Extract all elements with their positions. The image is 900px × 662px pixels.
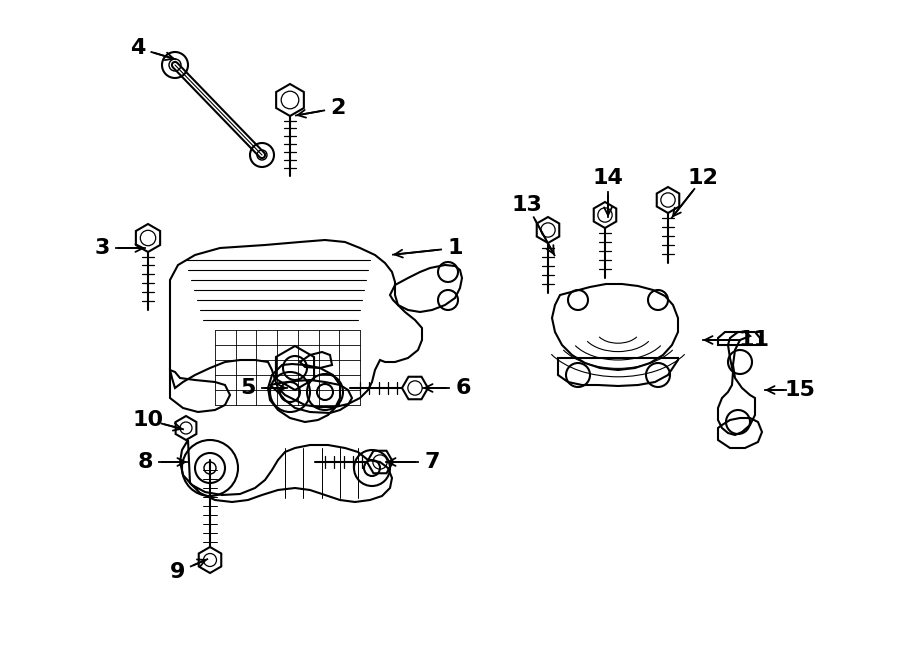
Text: 14: 14 — [592, 168, 624, 188]
Text: 1: 1 — [447, 238, 463, 258]
Text: 12: 12 — [688, 168, 718, 188]
Text: 5: 5 — [240, 378, 256, 398]
Text: 3: 3 — [94, 238, 110, 258]
Text: 10: 10 — [132, 410, 164, 430]
Text: 15: 15 — [785, 380, 815, 400]
Text: 11: 11 — [739, 330, 770, 350]
Text: 6: 6 — [455, 378, 471, 398]
Text: 13: 13 — [511, 195, 543, 215]
Text: 2: 2 — [330, 98, 346, 118]
Text: 7: 7 — [424, 452, 440, 472]
Text: 4: 4 — [130, 38, 146, 58]
Text: 8: 8 — [137, 452, 153, 472]
Text: 9: 9 — [170, 562, 185, 582]
